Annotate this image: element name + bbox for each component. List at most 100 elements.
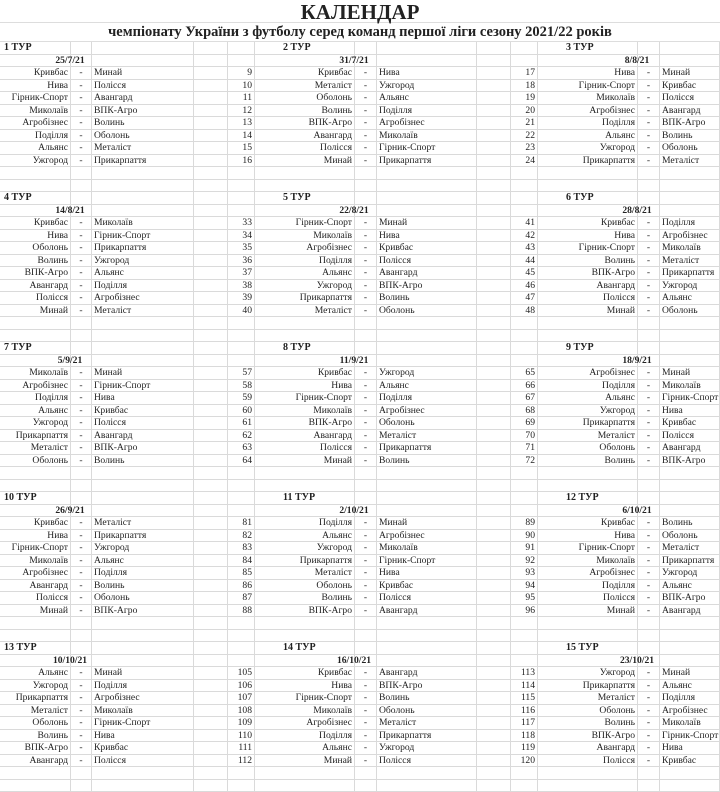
match-separator: -	[71, 455, 92, 468]
away-team: Гірник-Спорт	[660, 730, 720, 743]
cell	[660, 480, 720, 493]
match-number: 114	[511, 680, 538, 693]
match-number: 45	[511, 267, 538, 280]
match-separator: -	[71, 155, 92, 168]
cell	[194, 117, 228, 130]
cell	[477, 55, 511, 68]
cell	[71, 330, 92, 343]
cell	[638, 167, 660, 180]
home-team: Прикарпаття	[0, 430, 71, 443]
away-team: Ужгород	[92, 542, 194, 555]
match-number: 86	[228, 580, 255, 593]
cell	[477, 755, 511, 768]
home-team: Ужгород	[255, 280, 355, 293]
cell	[194, 455, 228, 468]
match-number: 90	[511, 530, 538, 543]
away-team: Миколаїв	[92, 705, 194, 718]
home-team: Металіст	[255, 80, 355, 93]
away-team: Полісся	[660, 430, 720, 443]
away-team: ВПК-Агро	[660, 117, 720, 130]
away-team: Миколаїв	[92, 217, 194, 230]
away-team: Гірник-Спорт	[92, 717, 194, 730]
cell	[255, 330, 355, 343]
away-team: Минай	[92, 667, 194, 680]
match-separator: -	[71, 130, 92, 143]
cell	[377, 205, 477, 218]
cell	[477, 242, 511, 255]
home-team: Альянс	[538, 392, 638, 405]
cell	[194, 317, 228, 330]
match-number: 58	[228, 380, 255, 393]
cell	[377, 330, 477, 343]
home-team: Поділля	[255, 255, 355, 268]
cell	[194, 92, 228, 105]
cell	[355, 342, 377, 355]
away-team: Металіст	[92, 305, 194, 318]
match-number: 119	[511, 742, 538, 755]
match-separator: -	[638, 430, 660, 443]
cell	[355, 42, 377, 55]
tour-date: 18/9/21	[622, 355, 651, 367]
home-team: Гірник-Спорт	[255, 217, 355, 230]
cell	[255, 767, 355, 780]
match-number: 89	[511, 517, 538, 530]
page-title: КАЛЕНДАР	[0, 0, 720, 23]
away-team: Авангард	[92, 92, 194, 105]
match-separator: -	[355, 692, 377, 705]
cell	[538, 630, 638, 643]
away-team: Оболонь	[377, 417, 477, 430]
cell	[377, 480, 477, 493]
cell	[660, 167, 720, 180]
cell	[0, 317, 71, 330]
tour-date: 5/9/21	[58, 355, 83, 367]
cell	[477, 517, 511, 530]
tour-label: 7 ТУР	[0, 342, 71, 355]
away-team: Минай	[377, 517, 477, 530]
match-number: 38	[228, 280, 255, 293]
match-separator: -	[638, 530, 660, 543]
away-team: ВПК-Агро	[92, 605, 194, 618]
cell	[194, 555, 228, 568]
match-separator: -	[638, 730, 660, 743]
match-number: 36	[228, 255, 255, 268]
cell	[194, 405, 228, 418]
match-separator: -	[355, 742, 377, 755]
match-separator: -	[638, 267, 660, 280]
home-team: Агробізнес	[0, 380, 71, 393]
cell	[228, 467, 255, 480]
cell	[194, 655, 228, 668]
match-number: 108	[228, 705, 255, 718]
match-separator: -	[71, 280, 92, 293]
match-number: 107	[228, 692, 255, 705]
cell	[511, 467, 538, 480]
cell	[0, 767, 71, 780]
cell	[194, 530, 228, 543]
cell	[355, 192, 377, 205]
cell	[477, 455, 511, 468]
cell	[477, 742, 511, 755]
cell	[477, 667, 511, 680]
match-separator: -	[355, 255, 377, 268]
cell	[477, 442, 511, 455]
home-team: Волинь	[538, 717, 638, 730]
cell	[638, 767, 660, 780]
tour-date: 23/10/21	[620, 655, 654, 667]
home-team: Прикарпаття	[538, 417, 638, 430]
match-number: 67	[511, 392, 538, 405]
match-number: 109	[228, 717, 255, 730]
cell	[228, 317, 255, 330]
cell	[194, 242, 228, 255]
cell	[377, 167, 477, 180]
home-team: Кривбас	[255, 667, 355, 680]
cell	[377, 505, 477, 518]
cell	[377, 342, 477, 355]
away-team: Металіст	[377, 717, 477, 730]
cell	[477, 217, 511, 230]
home-team: Прикарпаття	[538, 155, 638, 168]
cell	[194, 617, 228, 630]
away-team: Поділля	[92, 567, 194, 580]
cell	[194, 692, 228, 705]
cell	[477, 317, 511, 330]
cell	[0, 180, 71, 193]
cell	[355, 630, 377, 643]
